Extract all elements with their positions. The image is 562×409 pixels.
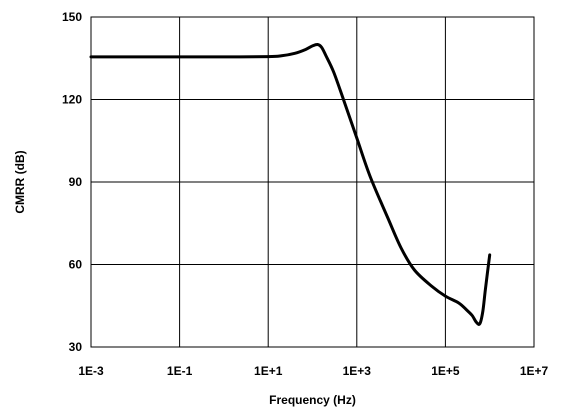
x-axis-label: Frequency (Hz): [269, 393, 356, 407]
plot-area-frame: [90, 16, 535, 348]
x-axis-ticks: 1E-3 1E-1 1E+1 1E+3 1E+5 1E+7: [78, 364, 548, 378]
x-tick-label: 1E-3: [78, 364, 104, 378]
y-tick-label: 60: [69, 258, 83, 272]
y-tick-label: 150: [62, 10, 82, 24]
x-tick-label: 1E+3: [343, 364, 372, 378]
x-tick-label: 1E+5: [431, 364, 460, 378]
y-tick-label: 120: [62, 93, 82, 107]
x-tick-label: 1E+1: [254, 364, 283, 378]
y-axis-ticks: 30 60 90 120 150: [62, 10, 82, 354]
y-tick-label: 90: [69, 175, 83, 189]
y-axis-label: CMRR (dB): [13, 150, 27, 213]
x-tick-label: 1E+7: [520, 364, 549, 378]
y-tick-label: 30: [69, 340, 83, 354]
x-tick-label: 1E-1: [167, 364, 193, 378]
series-line: [89, 42, 492, 326]
grid-lines: [90, 16, 535, 348]
